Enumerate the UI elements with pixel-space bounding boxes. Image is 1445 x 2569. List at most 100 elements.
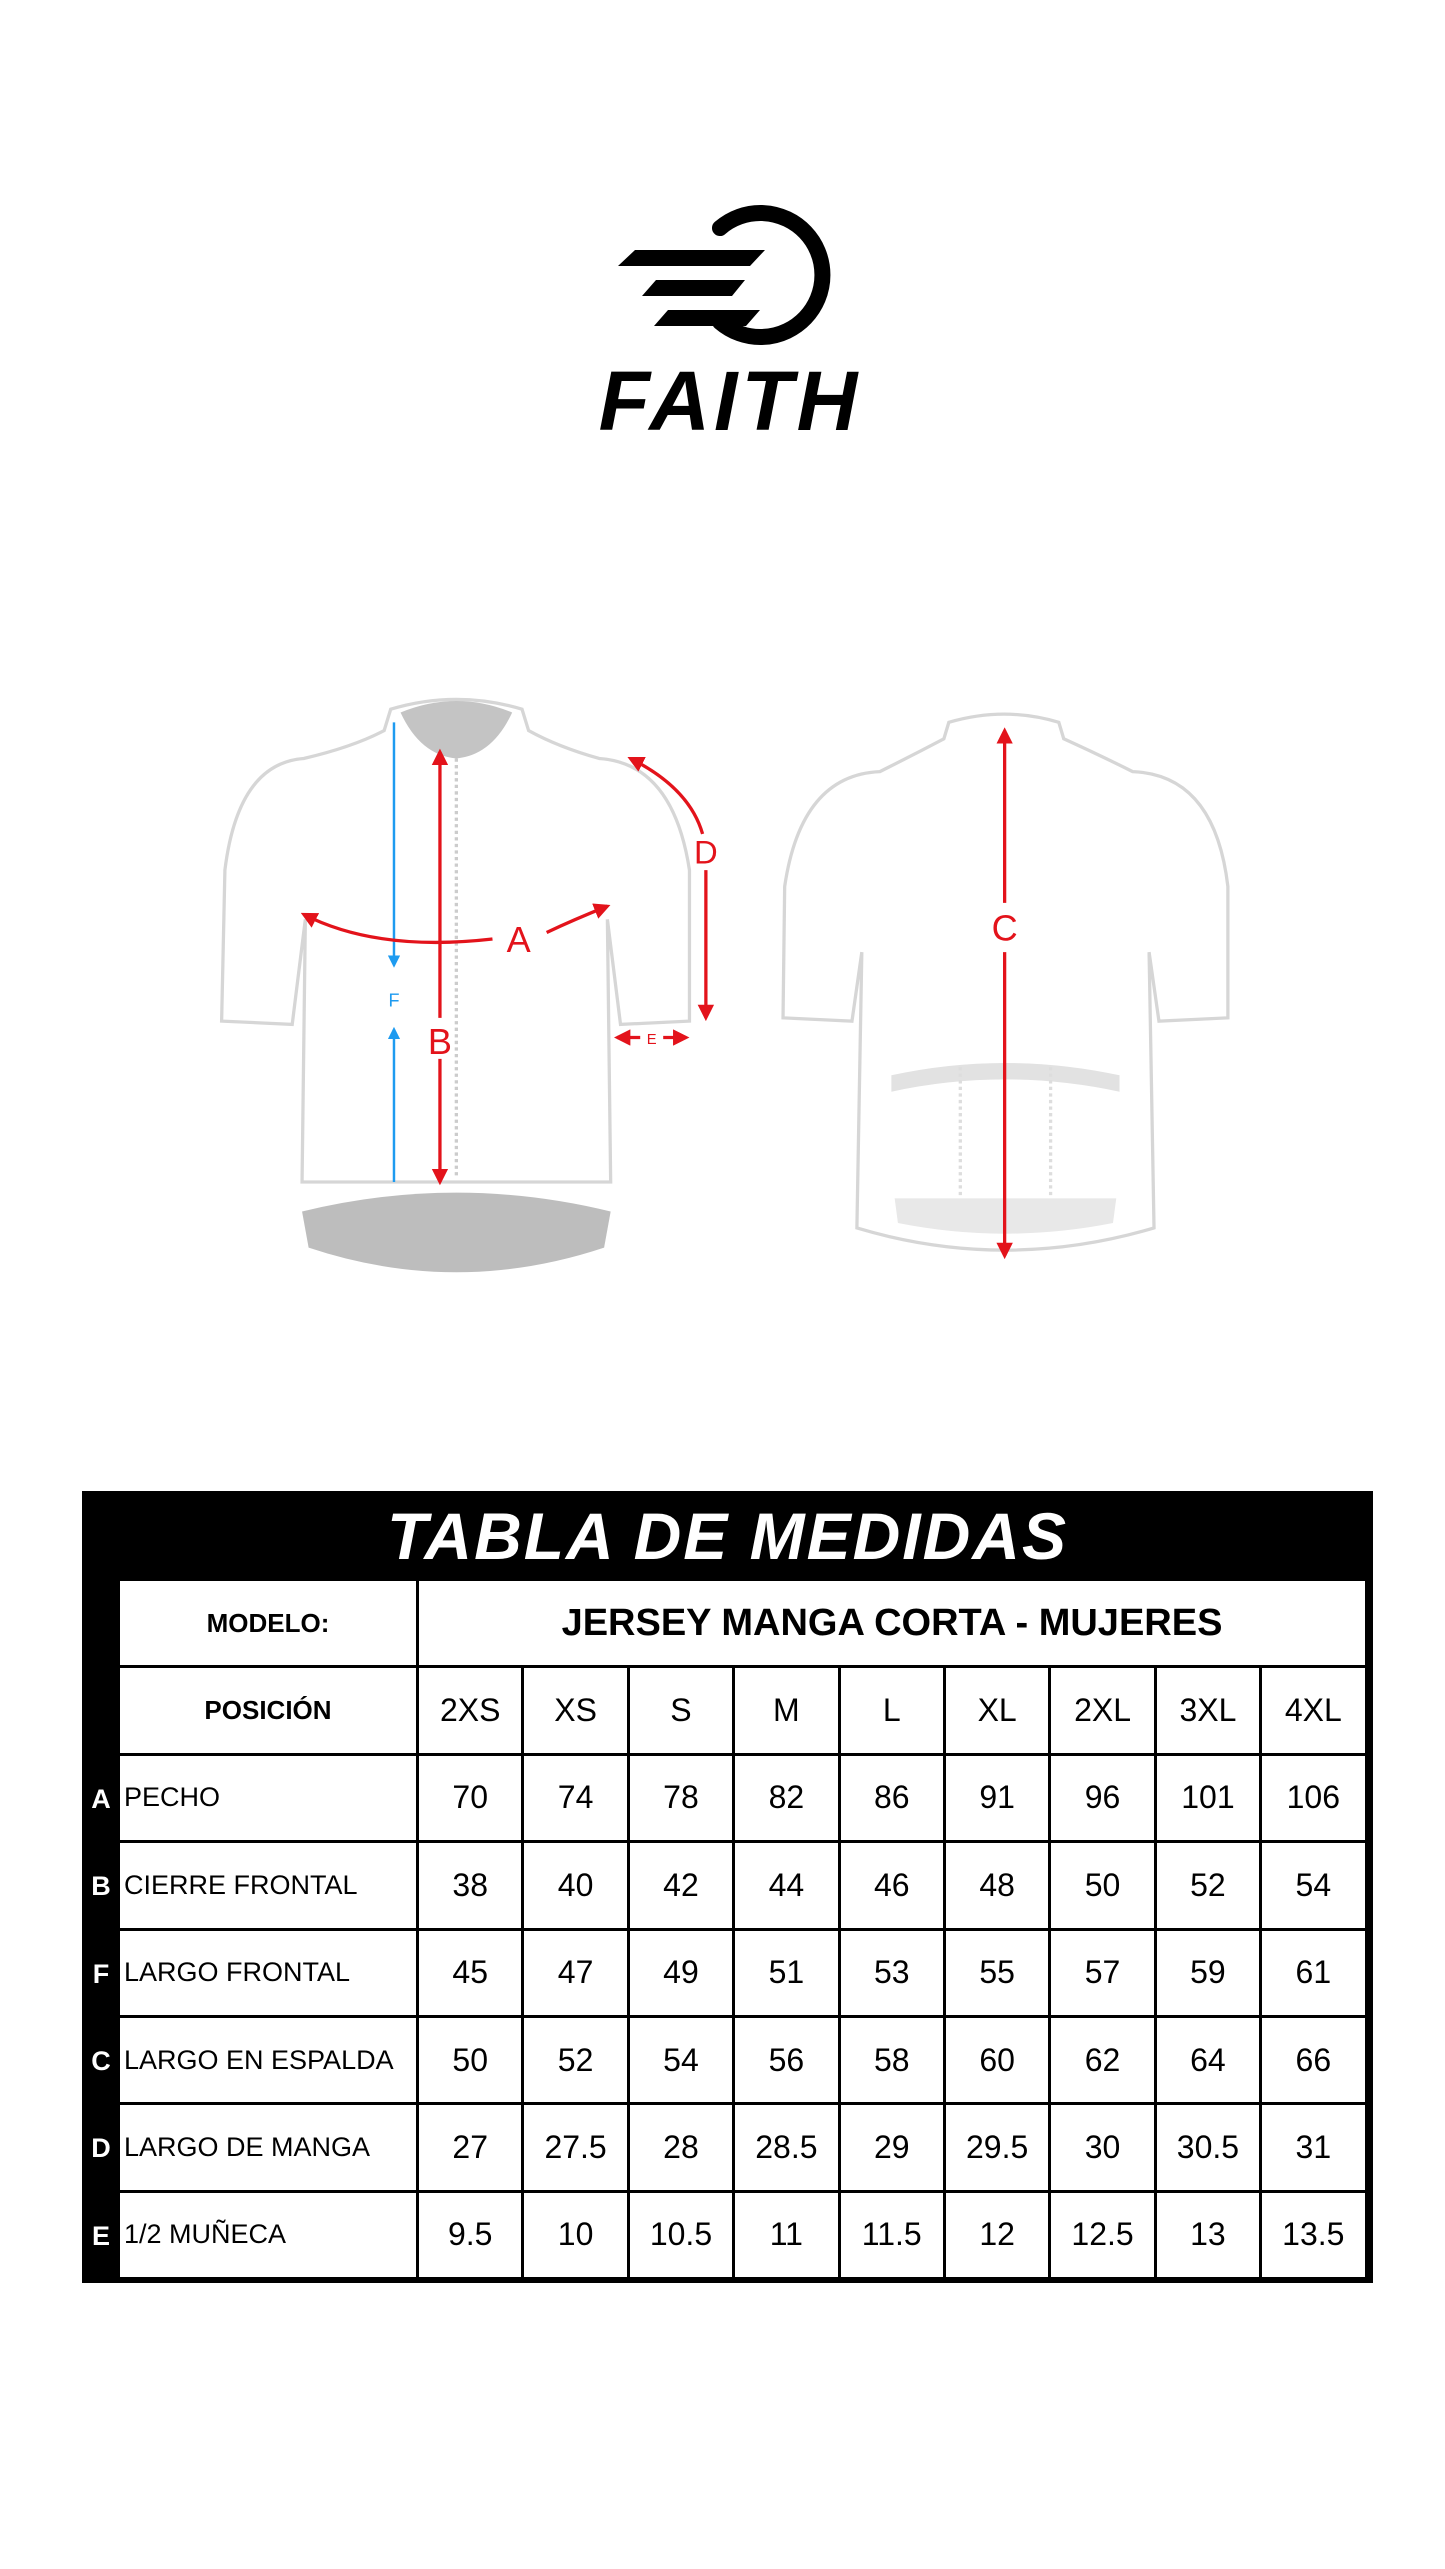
measure-value: 42 [629, 1843, 736, 1931]
table-row: PECHO 70 74 78 82 86 91 96 101 106 [120, 1755, 1368, 1844]
measure-value: 74 [524, 1755, 630, 1844]
measure-value: 47 [524, 1930, 630, 2018]
size-header: S [629, 1668, 736, 1756]
measure-value: 44 [735, 1843, 841, 1931]
sizes-header-row: POSICIÓN 2XS XS S M L XL 2XL 3XL 4XL [120, 1668, 1368, 1756]
measure-value: 10.5 [629, 2192, 736, 2281]
table-title: TABLA DE MEDIDAS [387, 1499, 1068, 1573]
measure-value: 58 [840, 2017, 946, 2106]
size-chart-table: TABLA DE MEDIDAS MODELO: JERSEY MANGA CO… [82, 1491, 1373, 2283]
measure-value: 101 [1156, 1755, 1263, 1844]
size-header: M [735, 1668, 841, 1756]
measure-a-right [545, 903, 611, 934]
measure-value: 86 [840, 1755, 946, 1844]
measure-label: LARGO DE MANGA [120, 2105, 419, 2193]
measure-letter: B [91, 1871, 111, 1902]
size-header: XL [945, 1668, 1052, 1756]
measure-value: 53 [840, 1930, 946, 2018]
measure-value: 27.5 [524, 2105, 630, 2193]
measure-value: 27 [419, 2105, 525, 2193]
measure-value: 55 [945, 1930, 1052, 2018]
measure-value: 64 [1156, 2017, 1263, 2106]
measure-value: 49 [629, 1930, 736, 2018]
measure-value: 56 [735, 2017, 841, 2106]
size-header: 2XL [1051, 1668, 1157, 1756]
measure-value: 38 [419, 1843, 525, 1931]
measure-value: 60 [945, 2017, 1052, 2106]
measure-letter: D [91, 2133, 111, 2164]
measure-value: 13 [1156, 2192, 1263, 2281]
measure-value: 54 [1262, 1843, 1368, 1931]
size-header: 4XL [1262, 1668, 1368, 1756]
label-d: D [694, 834, 718, 871]
measure-value: 28.5 [735, 2105, 841, 2193]
measure-value: 59 [1156, 1930, 1263, 2018]
measure-value: 29 [840, 2105, 946, 2193]
measure-label: 1/2 MUÑECA [120, 2192, 419, 2281]
measure-value: 82 [735, 1755, 841, 1844]
measure-value: 12.5 [1051, 2192, 1157, 2281]
measure-value: 66 [1262, 2017, 1368, 2106]
measure-value: 57 [1051, 1930, 1157, 2018]
brand-name: FAITH [599, 354, 862, 440]
speed-circle-logo-icon: FAITH [599, 205, 862, 448]
measure-value: 31 [1262, 2105, 1368, 2193]
measure-label: LARGO FRONTAL [120, 1930, 419, 2018]
measure-value: 30 [1051, 2105, 1157, 2193]
table-row: LARGO FRONTAL 45 47 49 51 53 55 57 59 61 [120, 1930, 1368, 2018]
measure-value: 54 [629, 2017, 736, 2106]
measure-label: PECHO [120, 1755, 419, 1844]
measure-a-left [300, 912, 493, 945]
measure-label: CIERRE FRONTAL [120, 1843, 419, 1931]
label-a: A [507, 919, 532, 960]
table-row: LARGO DE MANGA 27 27.5 28 28.5 29 29.5 30 30.5 31 [120, 2105, 1368, 2193]
measure-letter: A [91, 1783, 111, 1814]
measure-value: 61 [1262, 1930, 1368, 2018]
label-c: C [992, 908, 1018, 949]
size-header: XS [524, 1668, 630, 1756]
measure-value: 78 [629, 1755, 736, 1844]
table-row: LARGO EN ESPALDA 50 52 54 56 58 60 62 64 66 [120, 2017, 1368, 2106]
measure-letter: F [92, 1958, 110, 1989]
position-label: POSICIÓN [120, 1668, 419, 1756]
measure-value: 29.5 [945, 2105, 1052, 2193]
measure-value: 48 [945, 1843, 1052, 1931]
measure-value: 46 [840, 1843, 946, 1931]
measure-value: 62 [1051, 2017, 1157, 2106]
measure-value: 91 [945, 1755, 1052, 1844]
measure-letter: E [91, 2220, 110, 2251]
measure-letter: C [91, 2046, 111, 2076]
label-e: E [647, 1032, 657, 1048]
jersey-measurement-diagram: F B A D E C [219, 697, 1230, 1273]
model-value: JERSEY MANGA CORTA - MUJERES [419, 1581, 1368, 1669]
measure-value: 50 [419, 2017, 525, 2106]
measure-value: 51 [735, 1930, 841, 2018]
table-row: CIERRE FRONTAL 38 40 42 44 46 48 50 52 54 [120, 1843, 1368, 1931]
table-row: 1/2 MUÑECA 9.5 10 10.5 11 11.5 12 12.5 13 13.5 [120, 2192, 1368, 2281]
brand-logo: FAITH [560, 190, 900, 448]
measure-value: 10 [524, 2192, 630, 2281]
measure-value: 13.5 [1262, 2192, 1368, 2281]
measure-value: 52 [524, 2017, 630, 2106]
size-header: 3XL [1156, 1668, 1263, 1756]
measure-lines: F B A D E C [300, 722, 1018, 1260]
measure-value: 106 [1262, 1755, 1368, 1844]
measure-value: 30.5 [1156, 2105, 1263, 2193]
measure-value: 11.5 [840, 2192, 946, 2281]
measure-value: 12 [945, 2192, 1052, 2281]
measure-value: 11 [735, 2192, 841, 2281]
measure-value: 70 [419, 1755, 525, 1844]
model-row: MODELO: JERSEY MANGA CORTA - MUJERES [120, 1581, 1368, 1669]
label-b: B [428, 1021, 452, 1062]
measure-value: 9.5 [419, 2192, 525, 2281]
label-f: F [388, 990, 399, 1010]
size-header: 2XS [419, 1668, 525, 1756]
front-jersey [219, 697, 692, 1273]
measure-d-top [627, 756, 705, 835]
measure-value: 50 [1051, 1843, 1157, 1931]
size-header: L [840, 1668, 946, 1756]
measure-label: LARGO EN ESPALDA [120, 2017, 419, 2106]
measure-value: 45 [419, 1930, 525, 2018]
measure-value: 40 [524, 1843, 630, 1931]
measure-value: 96 [1051, 1755, 1157, 1844]
